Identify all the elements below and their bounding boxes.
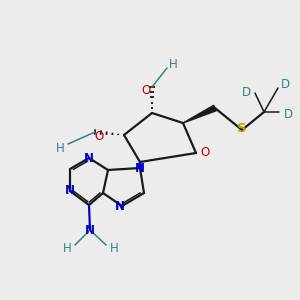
Polygon shape xyxy=(183,105,216,123)
Text: N: N xyxy=(84,152,94,164)
Text: H: H xyxy=(56,142,64,154)
Text: D: D xyxy=(284,107,292,121)
Text: O: O xyxy=(141,85,151,98)
Polygon shape xyxy=(137,162,142,168)
Text: N: N xyxy=(65,184,75,197)
Text: N: N xyxy=(85,224,95,236)
Text: S: S xyxy=(237,122,247,136)
Text: H: H xyxy=(169,58,177,70)
Text: N: N xyxy=(135,161,145,175)
Text: D: D xyxy=(242,85,250,98)
Text: O: O xyxy=(94,130,103,142)
Text: O: O xyxy=(200,146,210,158)
Text: H: H xyxy=(110,242,118,256)
Text: H: H xyxy=(63,242,71,256)
Text: N: N xyxy=(115,200,125,212)
Text: D: D xyxy=(280,79,290,92)
